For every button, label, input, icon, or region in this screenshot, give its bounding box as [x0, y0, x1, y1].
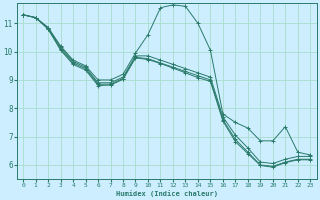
- X-axis label: Humidex (Indice chaleur): Humidex (Indice chaleur): [116, 190, 218, 197]
